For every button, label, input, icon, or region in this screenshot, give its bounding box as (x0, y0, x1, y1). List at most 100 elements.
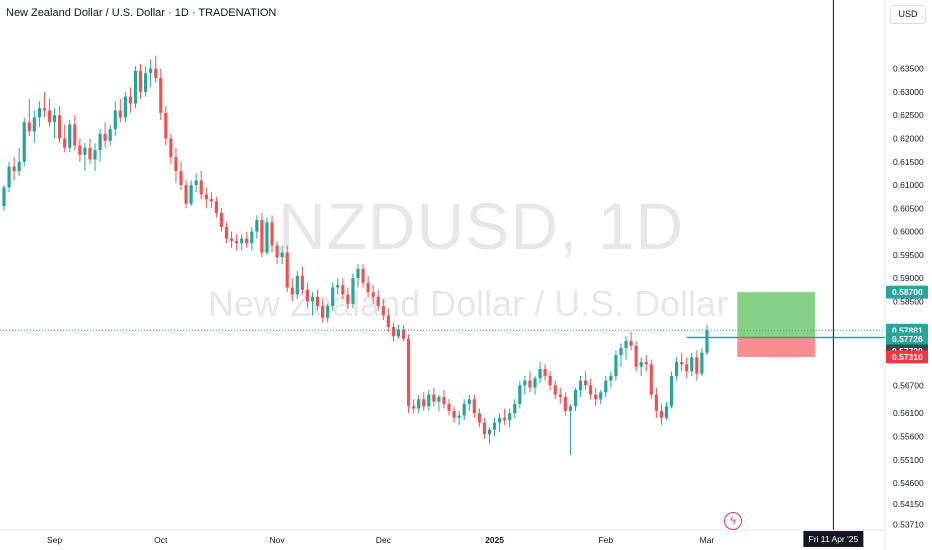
candle-body (300, 275, 304, 290)
candle-body (184, 185, 188, 204)
candle-body (523, 380, 527, 386)
candle-body (432, 394, 436, 402)
price-tick-label: 0.59500 (893, 250, 924, 260)
currency-selector[interactable]: USD (890, 5, 926, 24)
candle-body (133, 70, 138, 104)
candle-body (649, 364, 653, 395)
candle-body (422, 399, 426, 407)
candle-body (149, 68, 153, 74)
candle-body (680, 362, 684, 365)
candle-body (644, 362, 648, 365)
candle-body (58, 115, 62, 139)
candle-body (336, 285, 340, 288)
symbol-title[interactable]: New Zealand Dollar / U.S. Dollar · 1D · … (6, 7, 277, 19)
time-axis-bg (0, 530, 932, 550)
position-zones[interactable] (737, 292, 816, 357)
candle-body (88, 147, 92, 160)
candle-body (229, 238, 234, 241)
candle-body (27, 122, 31, 132)
candle-body (594, 394, 598, 400)
candle-body (366, 282, 370, 293)
overlay-lines (0, 0, 885, 530)
candle-body (487, 429, 492, 435)
candle-body (401, 329, 406, 339)
price-tick-label: 0.62000 (893, 133, 924, 143)
candle-body (604, 380, 608, 393)
price-tick-label: 0.61000 (893, 180, 924, 190)
candle-body (310, 296, 315, 302)
candle-body (578, 380, 583, 390)
candle-body (634, 345, 638, 367)
entry-label-bg (886, 332, 928, 346)
candle-body (22, 122, 26, 162)
candle-body (371, 292, 375, 297)
candle-body (376, 296, 380, 307)
candle-body (209, 199, 213, 202)
candle-body (654, 394, 658, 411)
last-price-label: 0.57881 (892, 325, 923, 335)
candle-body (224, 226, 229, 239)
candle-body (447, 403, 451, 411)
price-tick-label: 0.56700 (893, 380, 924, 390)
candle-body (83, 147, 87, 155)
lightning-icon[interactable]: ϟ (724, 512, 742, 530)
candle-body (406, 338, 411, 407)
candle-body (179, 171, 183, 186)
candle-body (659, 410, 664, 418)
candle-body (396, 329, 401, 337)
candle-body (457, 415, 461, 418)
candle-body (123, 96, 127, 118)
candle-body (381, 306, 385, 316)
price-tick-label: 0.58500 (893, 296, 924, 306)
candle-body (108, 129, 112, 141)
candle-body (270, 222, 274, 246)
candle-body (356, 268, 360, 279)
candle-body (290, 287, 294, 295)
time-tick-label: Oct (154, 535, 168, 545)
price-tick-label: 0.63000 (893, 87, 924, 97)
candle-body (128, 96, 133, 104)
candle-body (568, 406, 572, 411)
candle-body (305, 289, 310, 302)
candle-body (174, 157, 178, 172)
candle-body (482, 422, 487, 435)
candle-body (346, 294, 350, 304)
candle-body (280, 252, 284, 258)
candle-body (275, 245, 279, 258)
candle-body (315, 296, 320, 307)
candle-body (189, 185, 193, 204)
candle-body (508, 413, 512, 421)
price-tick-label: 0.56100 (893, 408, 924, 418)
time-tick-label: 2025 (485, 535, 504, 545)
candle-body (700, 352, 704, 374)
price-tick-label: 0.55600 (893, 432, 924, 442)
candle-body (331, 287, 335, 307)
candle-body (553, 385, 557, 395)
candle-body (2, 187, 6, 207)
candle-body (695, 357, 699, 374)
candle-body (295, 275, 299, 295)
candle-body (624, 341, 628, 349)
price-tick-label: 0.54150 (893, 499, 924, 509)
candle-body (518, 385, 522, 404)
price-tick-label: 0.61500 (893, 157, 924, 167)
candle-body (589, 385, 593, 395)
candle-body (47, 110, 52, 123)
price-tick-label: 0.53710 (893, 520, 924, 530)
candle-body (321, 306, 325, 318)
candle-body (78, 145, 82, 155)
price-tick-label: 0.60000 (893, 227, 924, 237)
price-tick-label: 0.63500 (893, 64, 924, 74)
candle-body (690, 357, 694, 372)
candle-body (619, 348, 623, 356)
candle-body (533, 378, 537, 388)
candle-body (467, 399, 471, 404)
candle-body (250, 231, 254, 244)
candle-body (442, 396, 446, 404)
candle-body (477, 413, 481, 423)
time-tick-label: Nov (270, 535, 286, 545)
candle-body (245, 238, 249, 244)
take-profit-label: 0.58700 (892, 287, 923, 297)
